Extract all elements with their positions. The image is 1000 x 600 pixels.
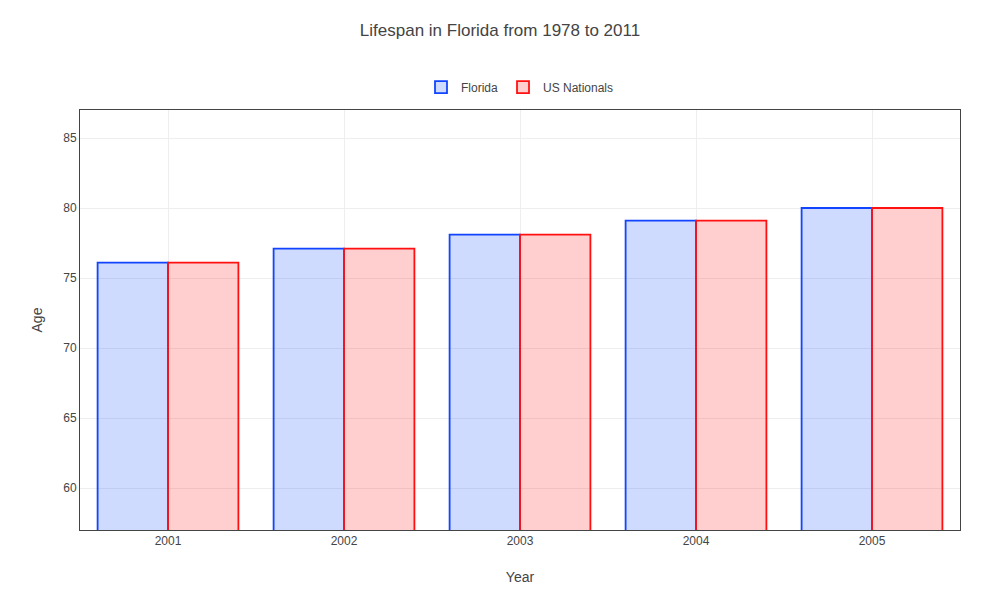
svg-text:70: 70 <box>63 341 77 355</box>
svg-text:2002: 2002 <box>331 534 358 548</box>
svg-text:Florida: Florida <box>461 81 498 95</box>
svg-text:Year: Year <box>506 569 535 585</box>
svg-text:2005: 2005 <box>859 534 886 548</box>
svg-text:2003: 2003 <box>507 534 534 548</box>
svg-text:80: 80 <box>63 201 77 215</box>
svg-text:2001: 2001 <box>155 534 182 548</box>
svg-text:US Nationals: US Nationals <box>543 81 613 95</box>
svg-text:85: 85 <box>63 131 77 145</box>
svg-text:75: 75 <box>63 271 77 285</box>
svg-text:Lifespan in Florida from 1978: Lifespan in Florida from 1978 to 2011 <box>360 21 640 40</box>
svg-text:65: 65 <box>63 411 77 425</box>
svg-text:Age: Age <box>29 307 45 332</box>
svg-text:60: 60 <box>63 481 77 495</box>
svg-text:2004: 2004 <box>683 534 710 548</box>
